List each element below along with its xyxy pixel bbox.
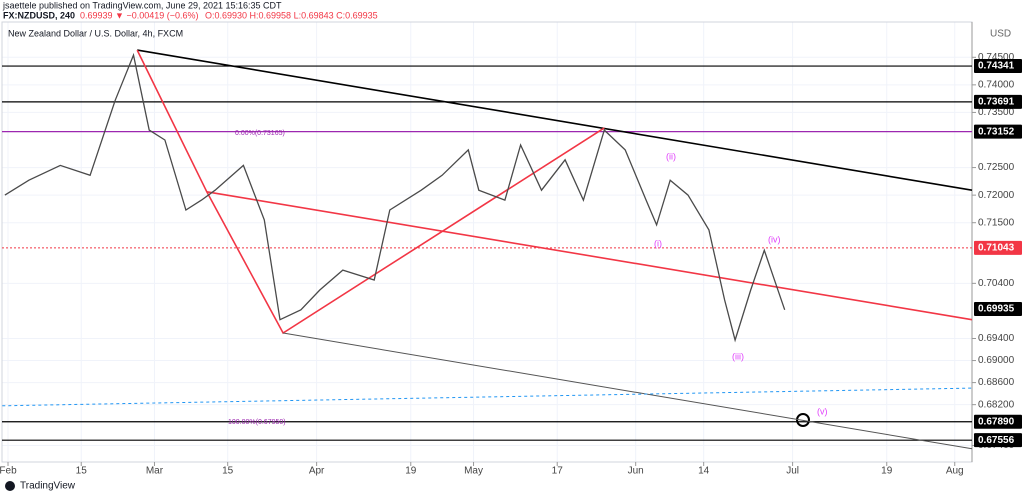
symbol: FX:NZDUSD, 240 [3,10,75,20]
x-tick-label: Mar [146,466,164,477]
x-tick-label: 15 [76,466,88,477]
annotation: (i) [654,238,662,248]
annotation: 100.00%(0.67950) [228,419,286,426]
trendline [283,332,973,450]
x-tick-label: Feb [0,466,17,477]
footer [0,476,1024,496]
publisher: jsaettele published on TradingView.com, … [2,0,282,10]
x-tick-label: Apr [309,466,325,477]
y-tick-label: 0.69400 [978,333,1015,344]
x-tick-label: 15 [222,466,234,477]
x-tick-label: Aug [946,466,964,477]
y-tick-label: 0.74000 [978,79,1015,90]
y-tick-label: 0.73500 [978,107,1015,118]
y-tick-label: 0.74500 [978,52,1015,63]
level-label-box [974,433,1022,448]
level-label-box [974,414,1022,429]
level-label: 0.74341 [978,61,1015,72]
level-label: 0.73691 [978,97,1015,108]
annotation: (v) [817,406,828,416]
y-tick-label: 0.72500 [978,162,1015,173]
x-tick-label: Jun [628,466,644,477]
y-tick-label: 0.71500 [978,217,1015,228]
ohlc: O:0.69930 H:0.69958 L:0.69843 C:0.69935 [205,10,378,20]
level-label-box [974,301,1022,316]
level-label: 0.71043 [978,243,1015,254]
x-tick-label: 14 [698,466,710,477]
y-tick-label: 0.68600 [978,377,1015,388]
annotation: (ii) [666,151,676,161]
level-label: 0.73152 [978,126,1015,137]
y-unit: USD [990,29,1011,40]
target-marker [796,413,810,427]
x-tick-label: 19 [881,466,893,477]
trendline [137,49,973,191]
brand-logo [5,481,15,491]
level-label-box [974,94,1022,109]
x-tick-label: May [464,466,483,477]
trendline [136,49,605,335]
annotation: 0.00%(0.73165) [235,130,285,137]
level-label: 0.67890 [978,416,1015,427]
annotation: (iv) [768,234,781,244]
x-tick-label: 17 [552,466,564,477]
level-label-box [974,59,1022,74]
x-tick-label: 19 [405,466,417,477]
y-tick-label: 0.72000 [978,190,1015,201]
level-label-box [974,240,1022,255]
x-tick-label: Jul [786,466,799,477]
y-tick-label: 0.69000 [978,355,1015,366]
chart-title: New Zealand Dollar / U.S. Dollar, 4h, FX… [8,28,183,38]
level-label: 0.67556 [978,435,1015,446]
price-line [4,52,786,343]
quote: 0.69939 ▼ −0.00419 (−0.6%) [80,10,199,20]
y-tick-label: 0.68200 [978,399,1015,410]
trendline [206,191,973,321]
y-tick-label: 0.70400 [978,278,1015,289]
annotation: (iii) [732,351,744,361]
brand: TradingView [20,481,76,492]
level-label-box [974,124,1022,139]
level-label: 0.69935 [978,304,1015,315]
